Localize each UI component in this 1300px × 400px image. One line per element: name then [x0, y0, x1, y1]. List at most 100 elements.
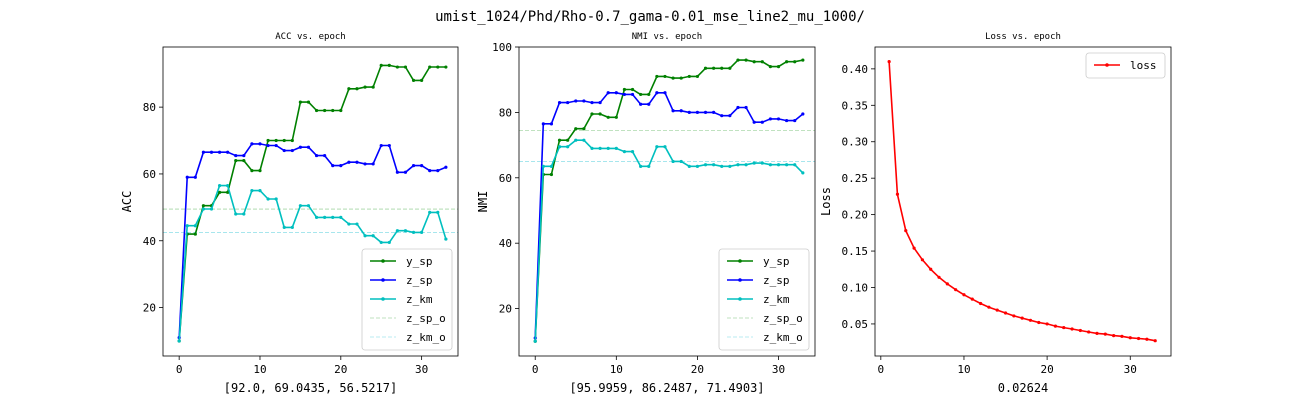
x-axis-label: 0.02624	[998, 381, 1049, 395]
legend-box	[1085, 52, 1166, 79]
x-axis-label: [92.0, 69.0435, 56.5217]	[224, 381, 397, 395]
point-y_sp	[639, 92, 643, 97]
point-loss	[1095, 331, 1099, 336]
point-y_sp	[258, 169, 262, 173]
point-z_km	[306, 204, 311, 208]
point-y_sp	[736, 58, 740, 62]
x-tick-label: 0	[878, 363, 885, 376]
point-z_sp	[687, 110, 691, 114]
chart-panel-2: NMI vs. epoch 0 10 20 30 20 40 60 80 100 [95.9959,…	[476, 32, 816, 395]
point-y_sp	[557, 138, 562, 142]
chart-title: NMI vs. epoch	[632, 32, 702, 42]
point-z_km	[290, 225, 294, 229]
point-z_km	[687, 164, 691, 168]
point-z_km	[630, 150, 635, 154]
point-y_sp	[606, 115, 610, 119]
point-z_sp	[776, 117, 781, 121]
point-z_sp	[436, 169, 440, 173]
point-z_sp	[590, 100, 594, 105]
point-z_km	[760, 161, 764, 165]
point-z_km	[793, 163, 797, 167]
point-z_km	[355, 222, 359, 226]
x-tick-label: 10	[253, 363, 266, 376]
point-z_km	[590, 146, 594, 150]
y-tick-label: 20	[499, 303, 512, 316]
point-loss	[995, 308, 999, 312]
point-z_sp	[582, 99, 586, 103]
legend-label-y_sp: y_sp	[406, 255, 433, 268]
point-loss	[1087, 330, 1091, 334]
legend-marker-z_km	[738, 297, 742, 301]
point-z_km	[639, 164, 643, 168]
point-z_sp	[614, 91, 618, 95]
point-y_sp	[379, 63, 383, 67]
point-z_km	[606, 146, 610, 150]
point-z_sp	[428, 169, 432, 173]
point-z_sp	[728, 114, 732, 118]
legend-label-loss: loss	[1130, 59, 1157, 72]
point-z_km	[274, 197, 278, 201]
point-y_sp	[695, 74, 700, 79]
point-y_sp	[574, 127, 578, 131]
point-loss	[920, 258, 924, 262]
point-z_km	[209, 207, 214, 211]
x-tick-label: 30	[1124, 363, 1137, 376]
point-z_km	[323, 215, 327, 219]
point-z_sp	[736, 105, 740, 110]
point-z_km	[201, 207, 206, 211]
point-y_sp	[582, 127, 586, 131]
point-z_km	[647, 164, 651, 168]
point-y_sp	[355, 87, 359, 91]
point-z_sp	[242, 153, 246, 158]
point-y_sp	[363, 85, 367, 89]
point-y_sp	[728, 66, 732, 70]
point-z_sp	[209, 150, 214, 154]
point-z_km	[395, 229, 399, 233]
point-loss	[962, 293, 966, 297]
point-z_sp	[541, 122, 545, 126]
point-z_sp	[363, 162, 367, 166]
y-tick-label: 40	[499, 237, 512, 250]
x-tick-label: 10	[610, 363, 623, 376]
point-z_km	[533, 339, 537, 343]
point-z_sp	[671, 109, 675, 113]
point-z_sp	[331, 163, 335, 168]
chart-panel-3: Loss vs. epoch 0 10 20 30 0.05 0.10 0.15 0.20 0.2…	[819, 32, 1172, 395]
x-tick-label: 20	[1040, 363, 1053, 376]
point-z_sp	[234, 153, 238, 158]
point-z_km	[387, 240, 391, 245]
point-loss	[1020, 316, 1024, 320]
point-y_sp	[420, 78, 424, 83]
point-z_km	[752, 161, 756, 165]
point-z_km	[331, 215, 335, 219]
point-z_km	[428, 210, 432, 214]
x-tick-label: 10	[957, 363, 970, 376]
point-z_km	[282, 225, 286, 229]
point-z_km	[371, 234, 375, 238]
point-z_sp	[290, 148, 294, 153]
point-z_sp	[217, 150, 222, 154]
point-y_sp	[193, 232, 197, 236]
point-y_sp	[444, 65, 448, 69]
legend-label-z_sp: z_sp	[763, 274, 790, 287]
point-z_km	[663, 145, 667, 149]
point-y_sp	[566, 138, 570, 142]
point-z_km	[614, 146, 618, 150]
point-y_sp	[679, 76, 683, 80]
point-y_sp	[720, 66, 724, 70]
point-y_sp	[201, 204, 206, 208]
point-y_sp	[647, 92, 651, 97]
series-line-z_sp	[534, 92, 804, 339]
point-loss	[1070, 327, 1074, 331]
point-z_sp	[387, 143, 391, 148]
point-y_sp	[793, 60, 797, 64]
point-z_sp	[768, 117, 772, 121]
point-z_km	[298, 204, 302, 208]
point-y_sp	[323, 108, 327, 113]
point-loss	[1153, 339, 1157, 343]
point-loss	[987, 305, 991, 309]
axes-frame	[874, 46, 1172, 357]
point-y_sp	[387, 63, 391, 67]
point-y_sp	[436, 65, 440, 69]
